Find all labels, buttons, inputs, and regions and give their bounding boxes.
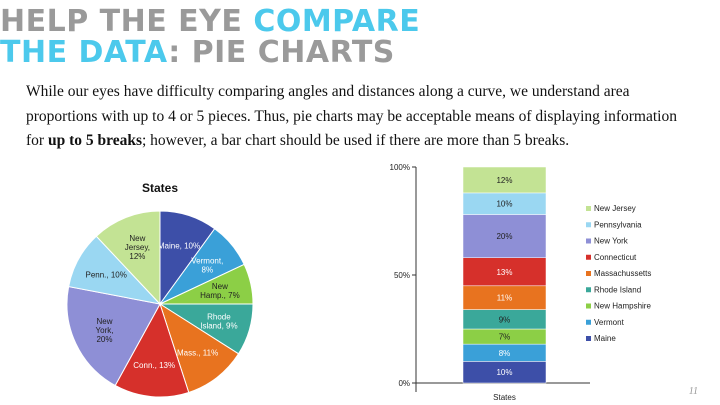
pie-label-new-york: New York, 20% [96,317,114,344]
pie-label-rhode-island: Rhode Island, 9% [200,313,237,331]
legend-swatch-vermont [586,319,591,325]
y-tick-label: 50% [394,271,410,280]
bar-label-pennsylvania: 10% [496,200,512,209]
pie-label-vermont: Vermont, 8% [191,256,223,274]
bar-label-vermont: 8% [499,349,511,358]
pie-slice-new-jersey [95,210,161,306]
legend-label-new-york: New York [594,237,629,246]
bar-label-maine: 10% [496,368,512,377]
body-text-2: ; however, a bar chart should be used if… [141,132,570,149]
legend-label-connecticut: Connecticut [594,253,637,262]
pie-label-connecticut: Conn., 13% [133,361,175,370]
pie-label-new-jersey: New Jersey, 12% [125,234,150,261]
bar-legend: New Jersey Pennsylvania New York Connecticu… [586,204,651,343]
pie-chart: States Maine, 10% Vermont, 8% New Hamp., 7% R… [66,181,254,398]
pie-slice-connecticut [114,302,190,398]
legend-swatch-new-hampshire [586,303,591,309]
title-line1-a: HELP THE EYE [0,4,254,39]
legend-swatch-connecticut [586,254,591,260]
bar-label-new-hampshire: 7% [499,333,511,342]
bar-label-new-jersey: 12% [496,176,512,185]
legend-label-vermont: Vermont [594,318,625,327]
y-tick-label: 100% [390,163,410,172]
legend-swatch-new-jersey [586,206,591,211]
title-line2-a: THE DATA [0,35,169,70]
legend-label-pennsylvania: Pennsylvania [594,220,642,229]
page-number: 11 [688,386,698,397]
pie-label-massachussetts: Mass., 11% [177,349,218,358]
legend-label-maine: Maine [594,334,616,343]
body-text-1: While our eyes have difficulty comparing… [26,83,677,149]
bar-label-rhode-island: 9% [499,315,511,324]
title-line2-b: : PIE CHARTS [168,35,395,70]
legend-swatch-new-york [586,238,591,244]
legend-label-new-jersey: New Jersey [594,204,636,213]
bar-label-massachussetts: 11% [497,294,512,303]
bar-segment-connecticut [462,257,547,287]
body-text-bold: up to 5 breaks [47,132,142,149]
pie-slice-new-york [66,285,161,387]
legend-swatch-maine [586,336,591,341]
legend-swatch-pennsylvania [586,222,591,228]
pie-label-new-hampshire: New Hamp., 7% [200,282,240,300]
slide-title: HELP THE EYE COMPARE THE DATA: PIE CHARTS [0,6,420,68]
legend-label-massachussetts: Massachussetts [594,269,651,278]
legend-swatch-massachussetts [586,271,591,276]
pie-chart-title: States [142,181,178,195]
y-tick-label: 0% [398,379,410,388]
title-line1-b: COMPARE [253,4,421,39]
bar-segment-new-york [462,214,547,258]
pie-label-maine: Maine, 10% [158,242,200,251]
legend-swatch-rhode-island [586,287,591,293]
x-axis-label: States [493,393,516,402]
legend-label-rhode-island: Rhode Island [594,285,641,294]
bar-label-new-york: 20% [496,232,512,241]
bar-segment-new-jersey [462,166,547,194]
pie-label-pennsylvania: Penn., 10% [86,270,127,279]
bar-label-connecticut: 13% [496,268,512,277]
stacked-bar-chart: 0% 50% 100% 10% 8% 7% 9% 11% 13% 20% 10% 12% States N… [390,163,652,402]
legend-label-new-hampshire: New Hampshire [594,302,651,311]
body-paragraph: While our eyes have difficulty comparing… [26,80,698,154]
